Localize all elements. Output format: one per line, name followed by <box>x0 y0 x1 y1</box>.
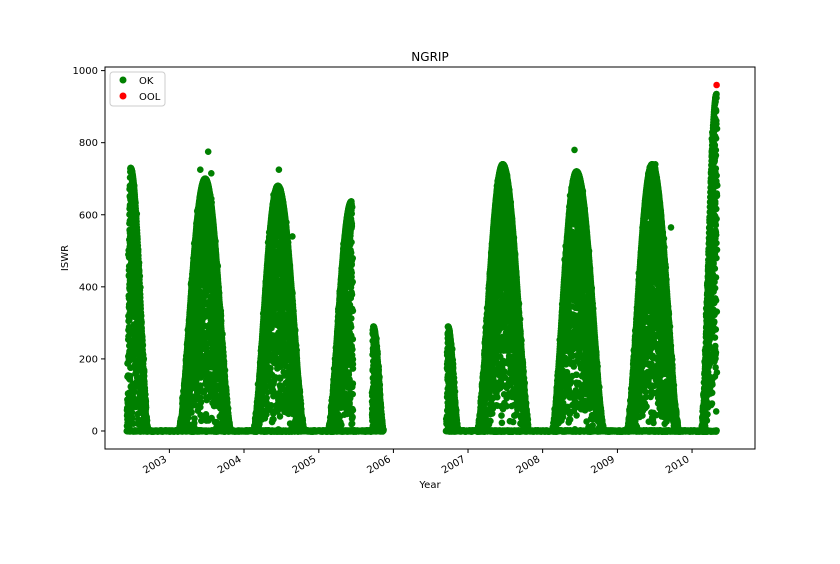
chart-title: NGRIP <box>411 50 448 64</box>
data-point-ok <box>191 419 198 427</box>
data-point-ok <box>713 427 720 434</box>
data-point-ok <box>226 427 234 435</box>
data-point-ok <box>197 399 205 406</box>
data-points-layer <box>123 81 721 436</box>
data-point-ok <box>144 427 151 435</box>
